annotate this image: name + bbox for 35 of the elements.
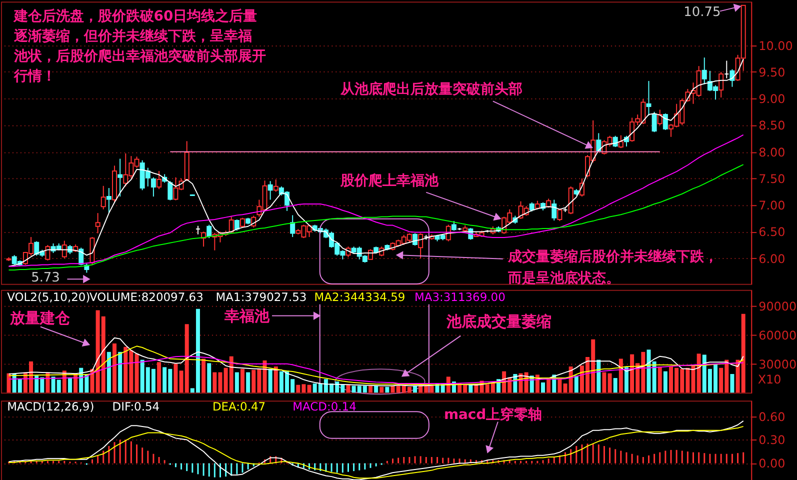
y-tick-label: 0.00 <box>758 456 786 471</box>
annotation: 成交量萎缩后股价并未继续下跌，而是呈池底状态。 <box>506 248 718 287</box>
y-tick-label: 30000 <box>758 357 797 372</box>
annotation: VOL2(5,10,20) <box>7 290 90 304</box>
y-tick-label: 7.00 <box>758 198 786 213</box>
y-tick-label: 9.00 <box>758 92 786 106</box>
annotation: MA1:379027.53 <box>216 290 307 304</box>
y-tick-label: 8.50 <box>758 118 786 133</box>
annotation: 从池底爬出后放量突破前头部 <box>339 80 522 98</box>
annotation: DEA:0.47 <box>212 399 266 414</box>
y-tick-label: 6.00 <box>758 252 786 266</box>
annotation: 放量建仓 <box>8 308 71 327</box>
annotation: 池底成交量萎缩 <box>446 312 552 331</box>
y-tick-label: 0.60 <box>758 410 786 424</box>
annotation: MA2:344334.59 <box>314 290 406 304</box>
annotation: 10.75 <box>684 5 721 20</box>
y-tick-label: 9.50 <box>758 65 786 80</box>
y-tick-label: 10.00 <box>758 38 793 53</box>
annotation: 5.73 <box>31 270 60 286</box>
annotation: MACD:0.14 <box>292 399 356 414</box>
y-tick-label: 6.50 <box>758 225 786 240</box>
text: X10 <box>758 372 782 387</box>
annotation: 股价爬上幸福池 <box>339 172 440 190</box>
annotation: 幸福池 <box>224 306 271 325</box>
annotation: MACD(12,26,9) <box>7 399 94 414</box>
y-tick-label: 8.00 <box>758 145 786 160</box>
annotation: macd上穿零轴 <box>444 406 542 424</box>
annotation: DIF:0.54 <box>112 399 160 414</box>
annotation: VOLUME:820097.63 <box>89 290 204 304</box>
y-tick-label: 0.30 <box>758 433 786 448</box>
annotation: 建仓后洗盘，股价跌破60日均线之后量逐渐萎缩，但价并未继续下跌，呈幸福池状，后股价爬出幸福池突破前头部展开行情！ <box>12 8 266 84</box>
annotation: MA3:311369.00 <box>414 290 506 304</box>
y-tick-label: 7.50 <box>758 172 786 186</box>
y-tick-label: 90000 <box>758 300 797 314</box>
y-tick-label: 60000 <box>758 328 797 342</box>
